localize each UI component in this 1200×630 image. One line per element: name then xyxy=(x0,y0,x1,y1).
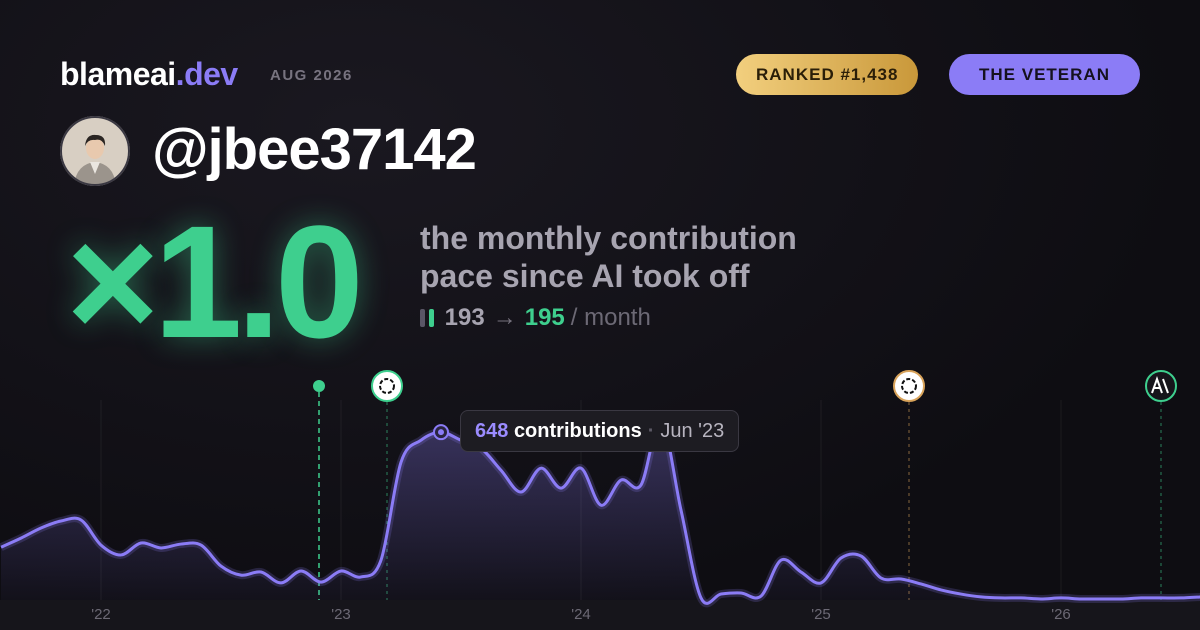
avatar xyxy=(60,116,130,186)
event-icon xyxy=(1145,370,1177,402)
rank-badge: RANKED #1,438 xyxy=(736,54,919,95)
event-icon xyxy=(893,370,925,402)
event-markers xyxy=(313,370,1177,600)
pace-before: 193 xyxy=(444,304,485,331)
event-icon-glyph xyxy=(1151,376,1169,394)
brand: blameai.dev xyxy=(60,56,238,93)
pace-after: 195 xyxy=(524,304,565,331)
title-badge: THE VETERAN xyxy=(949,54,1140,95)
pace-unit: / month xyxy=(570,304,651,331)
area xyxy=(1,420,1200,604)
highlight-dot xyxy=(438,429,444,436)
tooltip-value: 648 xyxy=(475,420,509,442)
event-dot xyxy=(313,380,325,392)
description-line: pace since AI took off xyxy=(420,258,750,294)
x-tick-label: '22 xyxy=(91,606,111,623)
description-line: the monthly contribution xyxy=(420,220,797,256)
before-swatch xyxy=(420,309,425,327)
brand-name: blameai xyxy=(60,56,176,92)
multiplier: ×1.0 xyxy=(66,192,364,371)
event-icon xyxy=(371,370,403,402)
after-swatch xyxy=(429,309,434,327)
pace-stats: 193 → 195/ month xyxy=(420,304,651,332)
x-tick-label: '23 xyxy=(331,606,351,623)
x-tick-label: '26 xyxy=(1051,606,1071,623)
report-date: AUG 2026 xyxy=(270,67,353,84)
x-tick-label: '25 xyxy=(811,606,831,623)
tooltip-date: Jun '23 xyxy=(660,420,725,442)
brand-tld: .dev xyxy=(175,56,239,92)
tooltip-unit: contributions xyxy=(513,420,642,442)
x-axis-band xyxy=(0,600,1200,630)
x-tick-label: '24 xyxy=(571,606,591,623)
event-icon-glyph xyxy=(379,378,395,394)
pace-arrow: → xyxy=(492,304,517,331)
event-icon-glyph xyxy=(901,378,917,394)
tooltip: 648 contributions · Jun '23 xyxy=(460,410,740,452)
line xyxy=(0,418,1200,605)
handle: @jbee37142 xyxy=(152,117,477,182)
tooltip-separator: · xyxy=(647,420,655,442)
